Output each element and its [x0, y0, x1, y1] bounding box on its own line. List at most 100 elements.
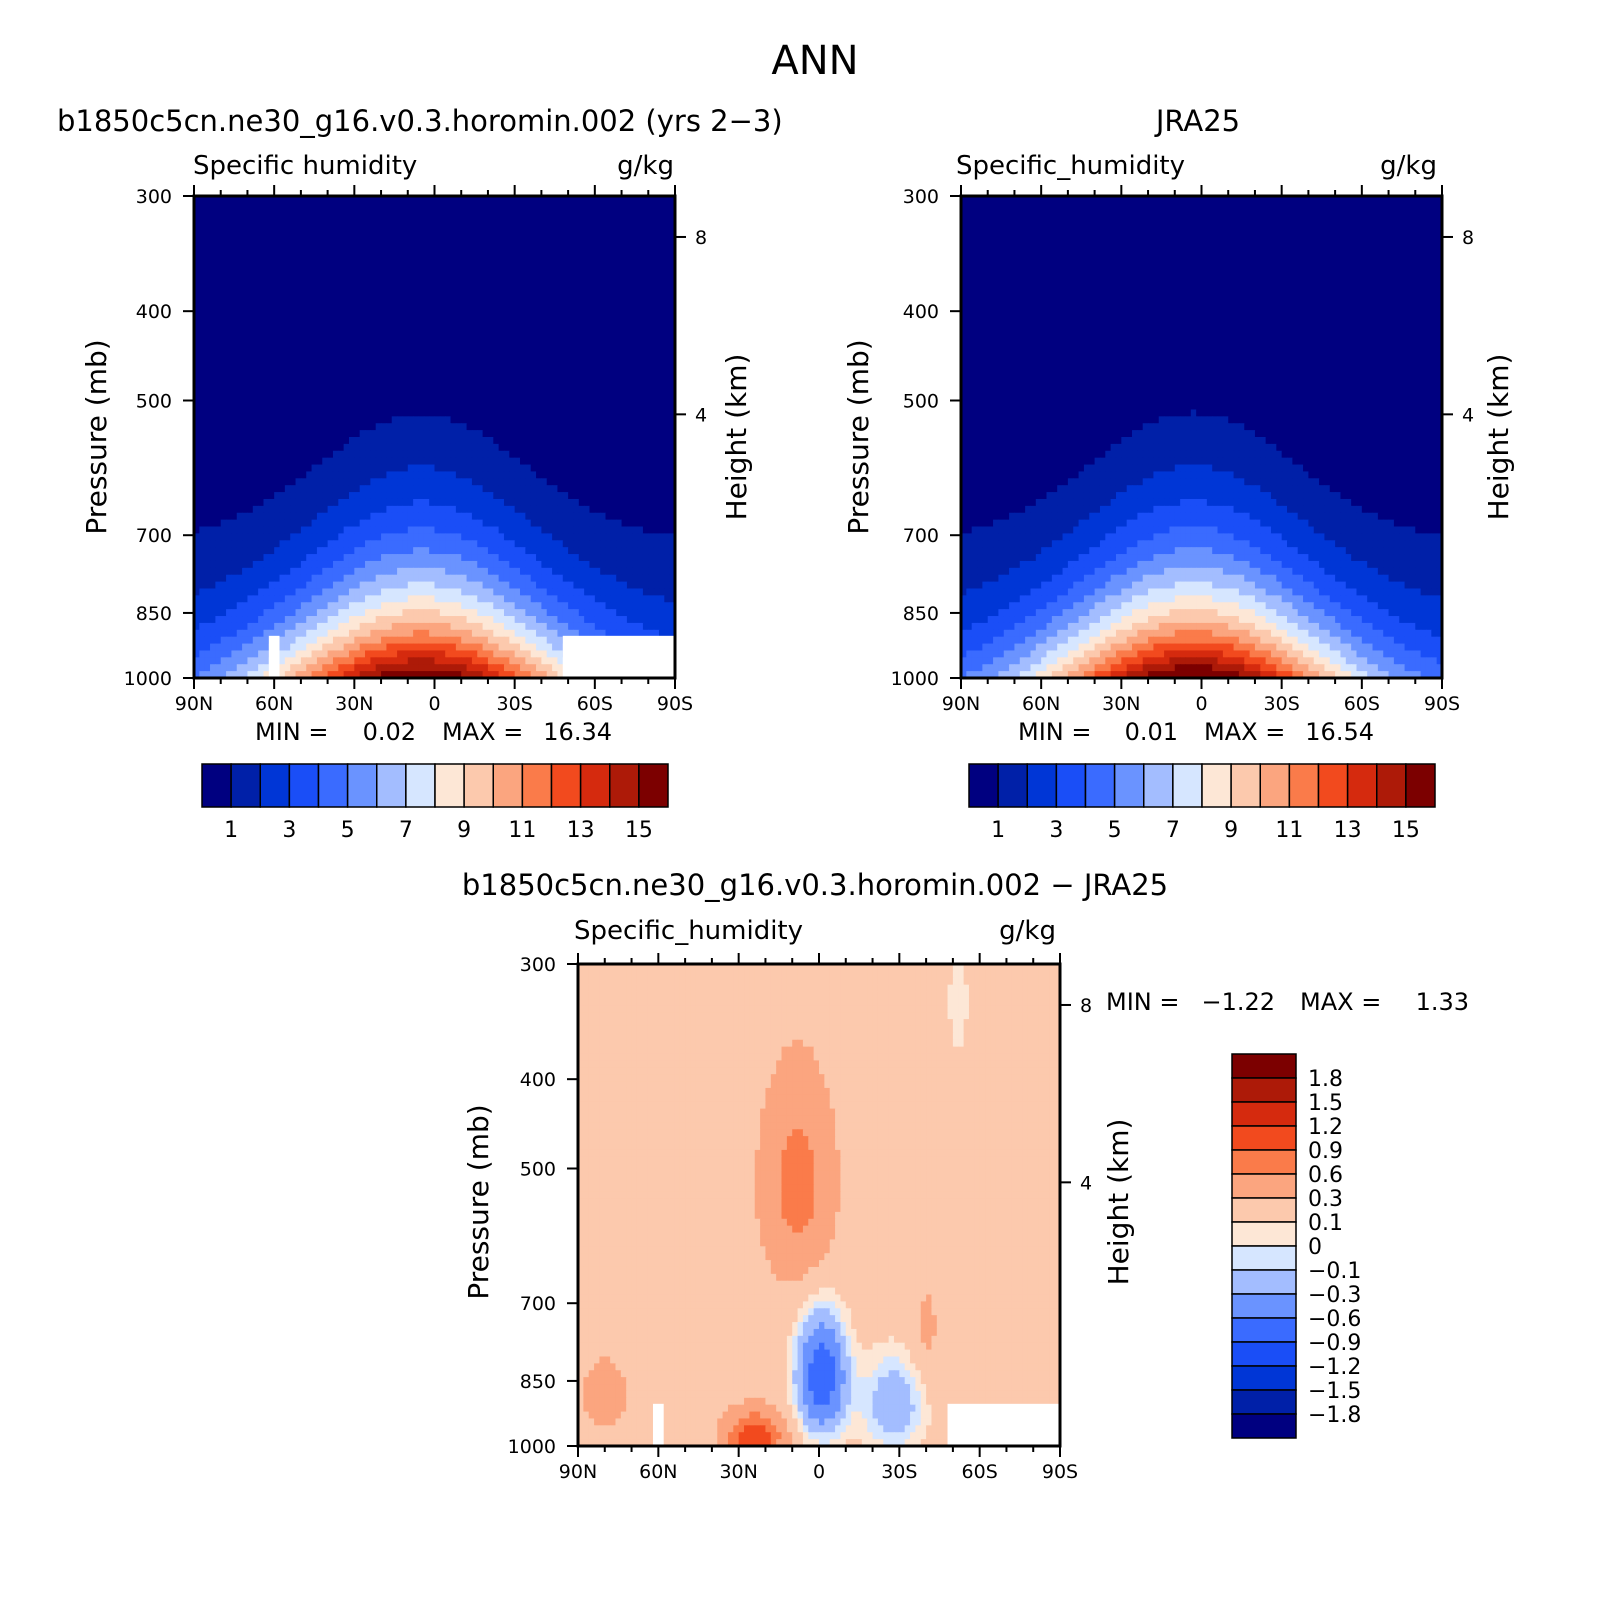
field-cell — [354, 471, 360, 478]
field-cell — [418, 451, 424, 458]
field-cell — [312, 389, 318, 396]
field-cell — [456, 210, 462, 217]
field-cell — [616, 499, 622, 506]
field-cell — [606, 527, 612, 534]
field-cell — [333, 513, 339, 520]
field-cell — [664, 292, 670, 299]
field-cell — [312, 375, 318, 382]
field-cell — [221, 341, 227, 348]
field-cell — [483, 485, 489, 492]
field-cell — [215, 368, 221, 375]
field-cell — [664, 416, 670, 423]
field-cell — [627, 520, 633, 527]
field-cell — [242, 272, 248, 279]
field-cell — [445, 217, 451, 224]
field-cell — [386, 265, 392, 272]
field-cell — [274, 471, 280, 478]
field-cell — [365, 224, 371, 231]
field-cell — [515, 313, 521, 320]
field-cell — [386, 437, 392, 444]
field-cell — [547, 520, 553, 527]
field-cell — [622, 368, 628, 375]
field-cell — [504, 272, 510, 279]
field-cell — [408, 499, 414, 506]
field-cell — [322, 354, 328, 361]
field-cell — [568, 568, 574, 575]
field-cell — [638, 224, 644, 231]
field-cell — [274, 437, 280, 444]
field-cell — [328, 341, 334, 348]
field-cell — [253, 217, 259, 224]
field-cell — [402, 224, 408, 231]
field-cell — [632, 506, 638, 513]
field-cell — [483, 540, 489, 547]
field-cell — [445, 347, 451, 354]
field-cell — [648, 368, 654, 375]
field-cell — [253, 272, 259, 279]
field-cell — [472, 244, 478, 251]
field-cell — [579, 561, 585, 568]
field-cell — [659, 437, 665, 444]
field-cell — [280, 327, 286, 334]
field-cell — [215, 485, 221, 492]
field-cell — [210, 258, 216, 265]
field-cell — [611, 224, 617, 231]
field-cell — [579, 272, 585, 279]
field-cell — [541, 471, 547, 478]
field-cell — [488, 286, 494, 293]
field-cell — [461, 244, 467, 251]
field-cell — [568, 334, 574, 341]
field-cell — [285, 485, 291, 492]
field-cell — [386, 368, 392, 375]
field-cell — [493, 279, 499, 286]
field-cell — [338, 423, 344, 430]
field-cell — [435, 430, 441, 437]
field-cell — [541, 561, 547, 568]
field-cell — [312, 354, 318, 361]
field-cell — [493, 368, 499, 375]
field-cell — [306, 458, 312, 465]
field-cell — [301, 409, 307, 416]
field-cell — [333, 547, 339, 554]
field-cell — [589, 244, 595, 251]
field-cell — [456, 409, 462, 416]
field-cell — [253, 520, 259, 527]
field-cell — [242, 286, 248, 293]
field-cell — [477, 416, 483, 423]
field-cell — [654, 217, 660, 224]
field-cell — [226, 279, 232, 286]
field-cell — [467, 554, 473, 561]
field-cell — [338, 341, 344, 348]
field-cell — [557, 389, 563, 396]
field-cell — [397, 575, 403, 582]
field-cell — [435, 561, 441, 568]
field-cell — [627, 403, 633, 410]
field-cell — [386, 444, 392, 451]
field-cell — [627, 561, 633, 568]
field-cell — [568, 471, 574, 478]
field-cell — [429, 375, 435, 382]
field-cell — [392, 485, 398, 492]
field-cell — [205, 368, 211, 375]
field-cell — [253, 313, 259, 320]
field-cell — [499, 527, 505, 534]
field-cell — [525, 265, 531, 272]
field-cell — [499, 306, 505, 313]
field-cell — [573, 203, 579, 210]
field-cell — [579, 334, 585, 341]
field-cell — [509, 533, 515, 540]
field-cell — [627, 279, 633, 286]
field-cell — [354, 506, 360, 513]
field-cell — [354, 237, 360, 244]
field-cell — [611, 375, 617, 382]
field-cell — [274, 527, 280, 534]
field-cell — [338, 409, 344, 416]
field-cell — [531, 347, 537, 354]
field-cell — [440, 520, 446, 527]
field-cell — [595, 423, 601, 430]
field-cell — [568, 554, 574, 561]
field-cell — [317, 506, 323, 513]
field-cell — [445, 279, 451, 286]
field-cell — [376, 437, 382, 444]
field-cell — [210, 320, 216, 327]
